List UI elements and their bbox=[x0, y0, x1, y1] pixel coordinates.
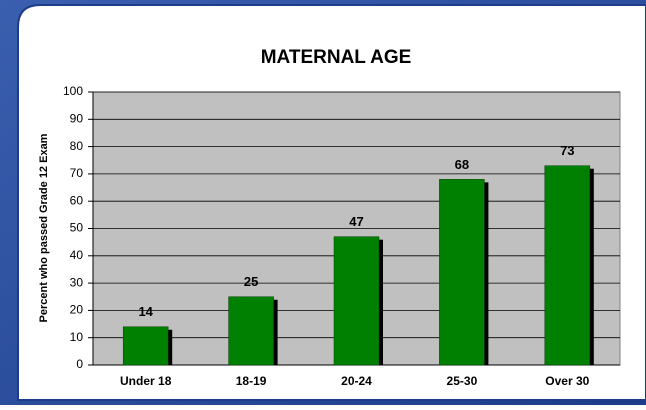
y-tick-label: 80 bbox=[70, 139, 84, 153]
chart-title: MATERNAL AGE bbox=[261, 47, 412, 68]
y-tick-label: 90 bbox=[70, 111, 84, 125]
x-tick-label: 25-30 bbox=[447, 374, 478, 388]
data-label: 47 bbox=[349, 214, 363, 229]
x-tick-label: 20-24 bbox=[341, 374, 372, 388]
bar bbox=[439, 179, 485, 366]
x-tick-label: Over 30 bbox=[545, 374, 589, 388]
y-tick-label: 60 bbox=[70, 193, 84, 207]
y-tick-label: 20 bbox=[70, 303, 84, 317]
y-tick-label: 10 bbox=[70, 330, 84, 344]
y-tick-label: 100 bbox=[63, 84, 83, 98]
data-label: 73 bbox=[560, 143, 574, 158]
x-tick-label: Under 18 bbox=[120, 374, 172, 388]
bar bbox=[228, 296, 274, 366]
y-tick-label: 30 bbox=[70, 275, 84, 289]
y-tick-label: 40 bbox=[70, 248, 84, 262]
bar bbox=[122, 326, 169, 366]
bar bbox=[544, 165, 591, 366]
y-axis-label: Percent who passed Grade 12 Exam bbox=[38, 133, 50, 322]
x-tick-label: 18-19 bbox=[236, 374, 267, 388]
data-label: 14 bbox=[138, 304, 153, 319]
y-tick-label: 0 bbox=[76, 357, 83, 371]
bar bbox=[333, 236, 380, 366]
data-label: 68 bbox=[455, 157, 469, 172]
y-tick-label: 50 bbox=[70, 221, 84, 235]
y-tick-label: 70 bbox=[70, 166, 84, 180]
data-label: 25 bbox=[244, 274, 258, 289]
